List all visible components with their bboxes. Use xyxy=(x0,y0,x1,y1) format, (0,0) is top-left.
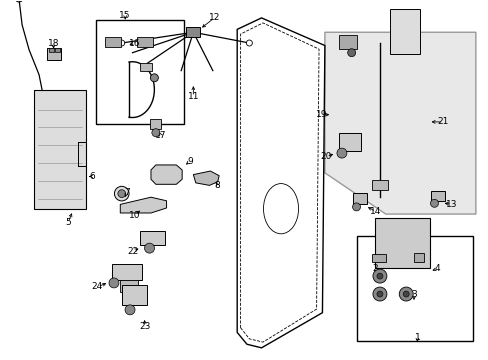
Text: 13: 13 xyxy=(445,200,456,209)
Polygon shape xyxy=(120,197,166,213)
Bar xyxy=(105,37,121,47)
Bar xyxy=(352,193,366,204)
Bar xyxy=(140,231,164,244)
Text: 17: 17 xyxy=(155,131,166,140)
Bar xyxy=(374,218,429,268)
Bar xyxy=(46,48,61,60)
Text: 12: 12 xyxy=(208,13,220,22)
Polygon shape xyxy=(193,171,219,185)
Polygon shape xyxy=(324,32,475,214)
Circle shape xyxy=(372,287,386,301)
Polygon shape xyxy=(151,165,182,184)
Circle shape xyxy=(152,129,160,137)
Bar xyxy=(122,285,146,305)
Circle shape xyxy=(119,40,124,46)
Bar xyxy=(339,35,357,49)
Text: 10: 10 xyxy=(129,211,141,220)
Text: 24: 24 xyxy=(92,282,103,291)
Circle shape xyxy=(347,49,355,57)
Text: 8: 8 xyxy=(214,181,220,190)
Text: 11: 11 xyxy=(187,92,199,101)
Bar xyxy=(136,37,152,47)
Circle shape xyxy=(118,190,125,198)
Text: 23: 23 xyxy=(139,322,150,331)
Circle shape xyxy=(372,269,386,283)
Text: 3: 3 xyxy=(410,290,416,299)
Text: 18: 18 xyxy=(48,39,59,48)
Circle shape xyxy=(398,287,412,301)
Bar xyxy=(149,119,161,129)
Circle shape xyxy=(109,278,119,288)
Text: 15: 15 xyxy=(119,11,131,20)
Bar xyxy=(389,9,419,54)
Bar xyxy=(186,27,200,37)
Bar xyxy=(140,63,151,71)
Bar xyxy=(55,48,60,52)
Bar xyxy=(120,280,138,292)
Bar xyxy=(48,48,54,52)
Bar xyxy=(371,253,386,262)
Text: 4: 4 xyxy=(433,265,439,274)
Circle shape xyxy=(246,40,252,46)
Text: 6: 6 xyxy=(89,172,95,181)
Text: 19: 19 xyxy=(315,110,326,119)
Circle shape xyxy=(144,243,154,253)
Polygon shape xyxy=(237,18,324,348)
Circle shape xyxy=(376,291,382,297)
Circle shape xyxy=(336,148,346,158)
Bar xyxy=(430,191,444,201)
Bar xyxy=(356,235,472,341)
Circle shape xyxy=(150,74,158,82)
Text: 20: 20 xyxy=(320,152,331,161)
Circle shape xyxy=(429,199,438,207)
Circle shape xyxy=(125,305,135,315)
Bar xyxy=(96,21,183,125)
Bar xyxy=(339,133,361,150)
Text: 5: 5 xyxy=(65,218,71,227)
Bar xyxy=(112,264,142,280)
Bar xyxy=(413,252,423,262)
Text: 21: 21 xyxy=(437,117,448,126)
Bar xyxy=(371,180,387,190)
Text: 7: 7 xyxy=(123,188,129,197)
Text: 2: 2 xyxy=(371,265,377,274)
Circle shape xyxy=(114,186,129,201)
Text: 14: 14 xyxy=(369,207,381,216)
Text: 22: 22 xyxy=(127,247,139,256)
Bar xyxy=(34,90,86,209)
Circle shape xyxy=(376,273,382,279)
Circle shape xyxy=(352,203,360,211)
Circle shape xyxy=(403,291,408,297)
Text: 9: 9 xyxy=(187,157,192,166)
Text: 1: 1 xyxy=(414,333,420,342)
Text: 16: 16 xyxy=(129,39,141,48)
